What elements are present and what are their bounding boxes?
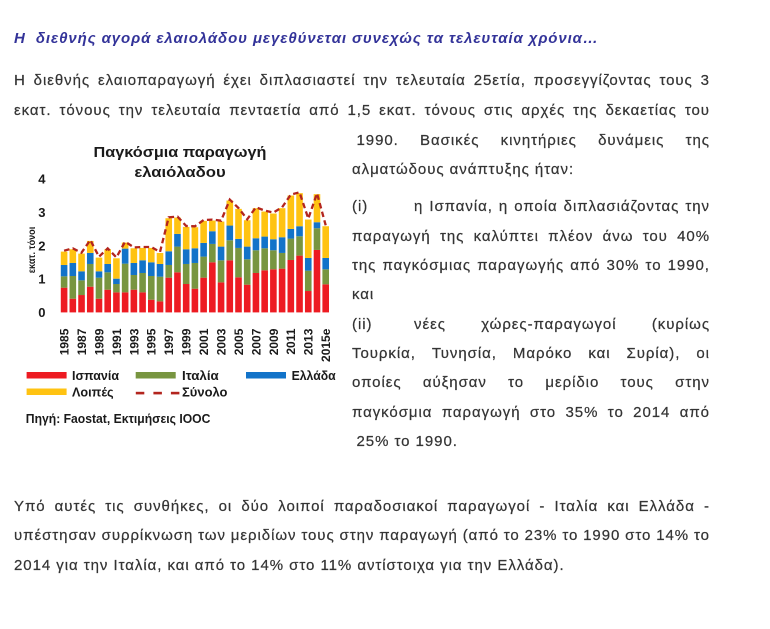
svg-text:Σύνολο: Σύνολο — [182, 386, 228, 400]
svg-text:0: 0 — [38, 305, 45, 320]
svg-text:1985: 1985 — [58, 328, 72, 355]
svg-text:1995: 1995 — [145, 328, 159, 355]
svg-text:2013: 2013 — [302, 328, 316, 355]
svg-text:1987: 1987 — [75, 328, 89, 355]
svg-text:2009: 2009 — [267, 328, 281, 355]
svg-text:1991: 1991 — [110, 328, 124, 355]
svg-text:3: 3 — [38, 205, 45, 220]
svg-text:2007: 2007 — [249, 328, 263, 355]
svg-text:2011: 2011 — [284, 328, 298, 354]
svg-text:Ελλάδα: Ελλάδα — [292, 369, 336, 383]
svg-text:2005: 2005 — [232, 328, 246, 355]
svg-text:2003: 2003 — [215, 328, 229, 355]
svg-text:Ισπανία: Ισπανία — [72, 369, 119, 383]
svg-text:1: 1 — [38, 272, 45, 287]
svg-text:2: 2 — [38, 238, 45, 253]
svg-text:2001: 2001 — [197, 328, 211, 355]
svg-text:1999: 1999 — [180, 328, 194, 355]
svg-text:ελαιόλαδου: ελαιόλαδου — [134, 164, 225, 181]
svg-text:εκατ. τόνοι: εκατ. τόνοι — [26, 227, 38, 274]
svg-text:Πηγή: Faostat, Εκτιμήσεις IOOC: Πηγή: Faostat, Εκτιμήσεις IOOC — [26, 411, 211, 426]
svg-text:Ιταλία: Ιταλία — [182, 369, 219, 383]
svg-text:1997: 1997 — [162, 328, 176, 355]
svg-text:2015e: 2015e — [319, 328, 333, 362]
svg-text:1993: 1993 — [127, 328, 141, 355]
svg-text:Παγκόσμια παραγωγή: Παγκόσμια παραγωγή — [94, 144, 267, 161]
svg-text:1989: 1989 — [92, 328, 106, 355]
svg-text:Λοιπές: Λοιπές — [72, 386, 114, 400]
svg-text:4: 4 — [38, 172, 46, 187]
